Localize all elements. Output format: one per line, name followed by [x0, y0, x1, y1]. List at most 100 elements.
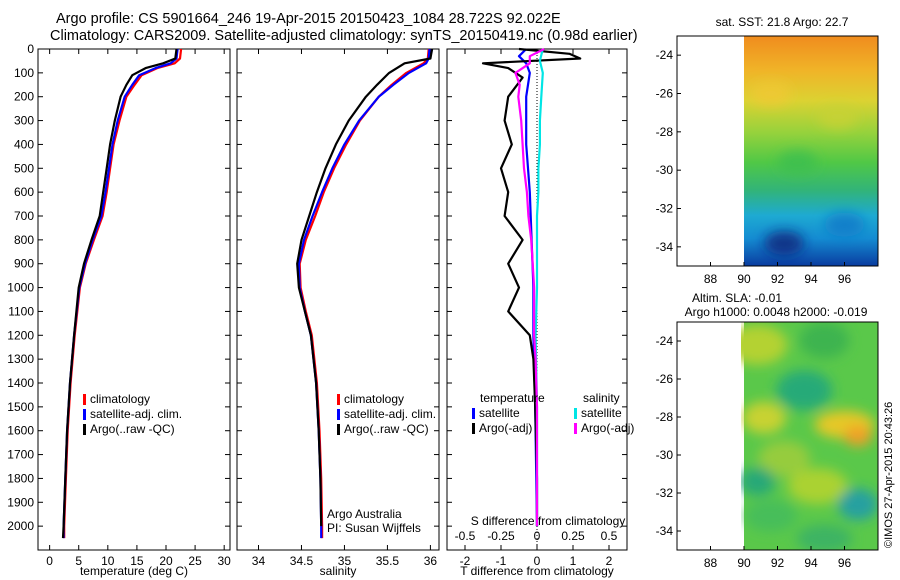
sst-map-ytick-label: -32 — [656, 202, 674, 216]
sst-map-ytick-label: -24 — [656, 48, 674, 62]
salinity-legend-label: Argo(..raw -QC) — [344, 422, 429, 436]
salinity-legend-label: climatology — [344, 392, 404, 406]
temperature-series-line — [62, 48, 179, 539]
temperature-xtick-label: 5 — [75, 554, 82, 568]
temperature-ytick-label: 1200 — [7, 328, 34, 342]
sst-map-ytick-label: -34 — [656, 240, 674, 254]
sst-map-texture — [750, 81, 865, 255]
salinity-legend-swatch — [337, 409, 340, 420]
temperature-xtick-label: 10 — [101, 554, 115, 568]
salinity-series-line — [296, 48, 434, 527]
difference-xtick-label: 2 — [606, 554, 613, 568]
temperature-ytick-label: 1300 — [7, 352, 34, 366]
sla-map-texture-blob — [799, 322, 850, 359]
salinity-xtick-label: 35.5 — [376, 554, 400, 568]
sla-map-ytick-label: -26 — [656, 372, 674, 386]
difference-legend-temperature-swatch — [472, 408, 475, 419]
temperature-ytick-label: 1900 — [7, 495, 34, 509]
salinity-legend-label: satellite-adj. clim. — [344, 407, 436, 421]
sst-map-ytick-label: -28 — [656, 125, 674, 139]
temperature-ytick-label: 500 — [14, 161, 34, 175]
temperature-legend-swatch — [83, 424, 86, 435]
sla-map-texture — [741, 322, 878, 550]
temperature-series-line — [63, 48, 183, 539]
salinity-xtick-label: 34 — [252, 554, 266, 568]
temperature-ytick-label: 0 — [27, 42, 34, 56]
sst-map-texture-blob — [817, 104, 858, 129]
sst-map-texture-blob — [824, 212, 865, 237]
sla-map-xtick-label: 88 — [704, 556, 718, 570]
plot-title-line-1: Argo profile: CS 5901664_246 19-Apr-2015… — [56, 11, 561, 27]
salinity-axes-frame — [236, 48, 440, 551]
difference-legend-temperature-label: Argo(-adj) — [479, 421, 532, 435]
sla-map-ytick-label: -28 — [656, 410, 674, 424]
temperature-legend-label: climatology — [90, 392, 150, 406]
sst-map-texture-blob — [777, 150, 818, 175]
difference-s-xlabel: S difference from climatology — [471, 514, 626, 528]
salinity-xtick-label: 35 — [338, 554, 352, 568]
sst-map-ytick-label: -30 — [656, 163, 674, 177]
difference-series-line — [514, 48, 545, 527]
sst-map-ytick-label: -26 — [656, 87, 674, 101]
temperature-legend-label: satellite-adj. clim. — [90, 407, 182, 421]
sst-map-texture-blob — [764, 231, 805, 255]
difference-legend-group-temperature: temperature — [480, 391, 545, 405]
sla-map-texture-blob — [796, 524, 853, 550]
sla-map-texture-blob — [758, 440, 811, 477]
difference-legend-temperature-swatch — [472, 423, 475, 434]
difference-xtick-label: -2 — [460, 554, 471, 568]
salinity-panel: 34 34.5 35 35.5 36 salinity climatologysatelli… — [236, 48, 440, 578]
difference-s-tick-label: -0.5 — [455, 529, 476, 543]
salinity-series-line — [297, 48, 431, 539]
sla-map-ytick-label: -30 — [656, 448, 674, 462]
difference-legend-temperature-label: satellite — [479, 406, 520, 420]
salinity-xtick-label: 36 — [424, 554, 438, 568]
sla-map-title: Altim. SLA: -0.01 — [692, 291, 782, 305]
sla-map-texture-blob — [837, 488, 878, 521]
temperature-ytick-label: 800 — [14, 233, 34, 247]
difference-panel: -2 -1 0 1 2T difference from climatology -0.5… — [446, 47, 634, 578]
temperature-xtick-label: 15 — [130, 554, 144, 568]
sst-map-xtick-label: 88 — [704, 272, 718, 286]
sla-map-panel: 88 90 92 94 96 -24 -26 -28 -30 -32 -34 Altim. SLA: … — [656, 291, 879, 570]
sla-map-ytick-label: -24 — [656, 334, 674, 348]
sla-map-xtick-label: 96 — [838, 556, 852, 570]
sst-map-xtick-label: 92 — [771, 272, 785, 286]
salinity-annotation-owner: Argo Australia — [327, 507, 402, 521]
sla-map-texture-blob — [742, 401, 787, 434]
difference-xtick-label: -1 — [496, 554, 507, 568]
salinity-legend-swatch — [337, 424, 340, 435]
sla-map-texture-blob — [843, 426, 872, 446]
temperature-ytick-label: 600 — [14, 185, 34, 199]
sst-map-panel: 88 90 92 94 96 -24 -26 -28 -30 -32 -34 sat. SST: 21… — [656, 15, 879, 286]
temperature-xtick-label: 0 — [46, 554, 53, 568]
difference-s-tick-label: -0.25 — [487, 529, 515, 543]
credit-text: ©IMOS 27-Apr-2015 20:43:26 — [883, 402, 895, 548]
sla-map-xtick-label: 94 — [804, 556, 818, 570]
temperature-ytick-label: 400 — [14, 137, 34, 151]
sst-map-xtick-label: 94 — [804, 272, 818, 286]
temperature-ytick-label: 1700 — [7, 448, 34, 462]
difference-legend-salinity-swatch — [574, 423, 577, 434]
temperature-xtick-label: 30 — [218, 554, 232, 568]
plot-title-line-2: Climatology: CARS2009. Satellite-adjuste… — [50, 28, 638, 44]
difference-legend-salinity-swatch — [574, 408, 577, 419]
temperature-xtick-label: 20 — [159, 554, 173, 568]
temperature-ytick-label: 1100 — [8, 304, 34, 318]
difference-s-tick-label: 0.5 — [601, 529, 618, 543]
difference-legend-group-salinity: salinity — [583, 391, 620, 405]
sla-map-texture-blob — [787, 468, 848, 505]
salinity-legend-swatch — [337, 394, 340, 405]
temperature-xtick-label: 25 — [188, 554, 202, 568]
temperature-ytick-label: 1000 — [7, 281, 34, 295]
temperature-axes-frame — [37, 48, 231, 551]
sla-map-texture-blob — [744, 499, 797, 532]
difference-xtick-label: 1 — [570, 554, 577, 568]
difference-legend-salinity-label: Argo(-adj) — [581, 421, 634, 435]
difference-xlabel: T difference from climatology — [460, 564, 614, 578]
difference-s-tick-label: 0.25 — [561, 529, 585, 543]
difference-s-tick-label: 0 — [534, 529, 541, 543]
temperature-legend-swatch — [83, 394, 86, 405]
sla-map-subtitle: Argo h1000: 0.0048 h2000: -0.019 — [685, 305, 868, 319]
